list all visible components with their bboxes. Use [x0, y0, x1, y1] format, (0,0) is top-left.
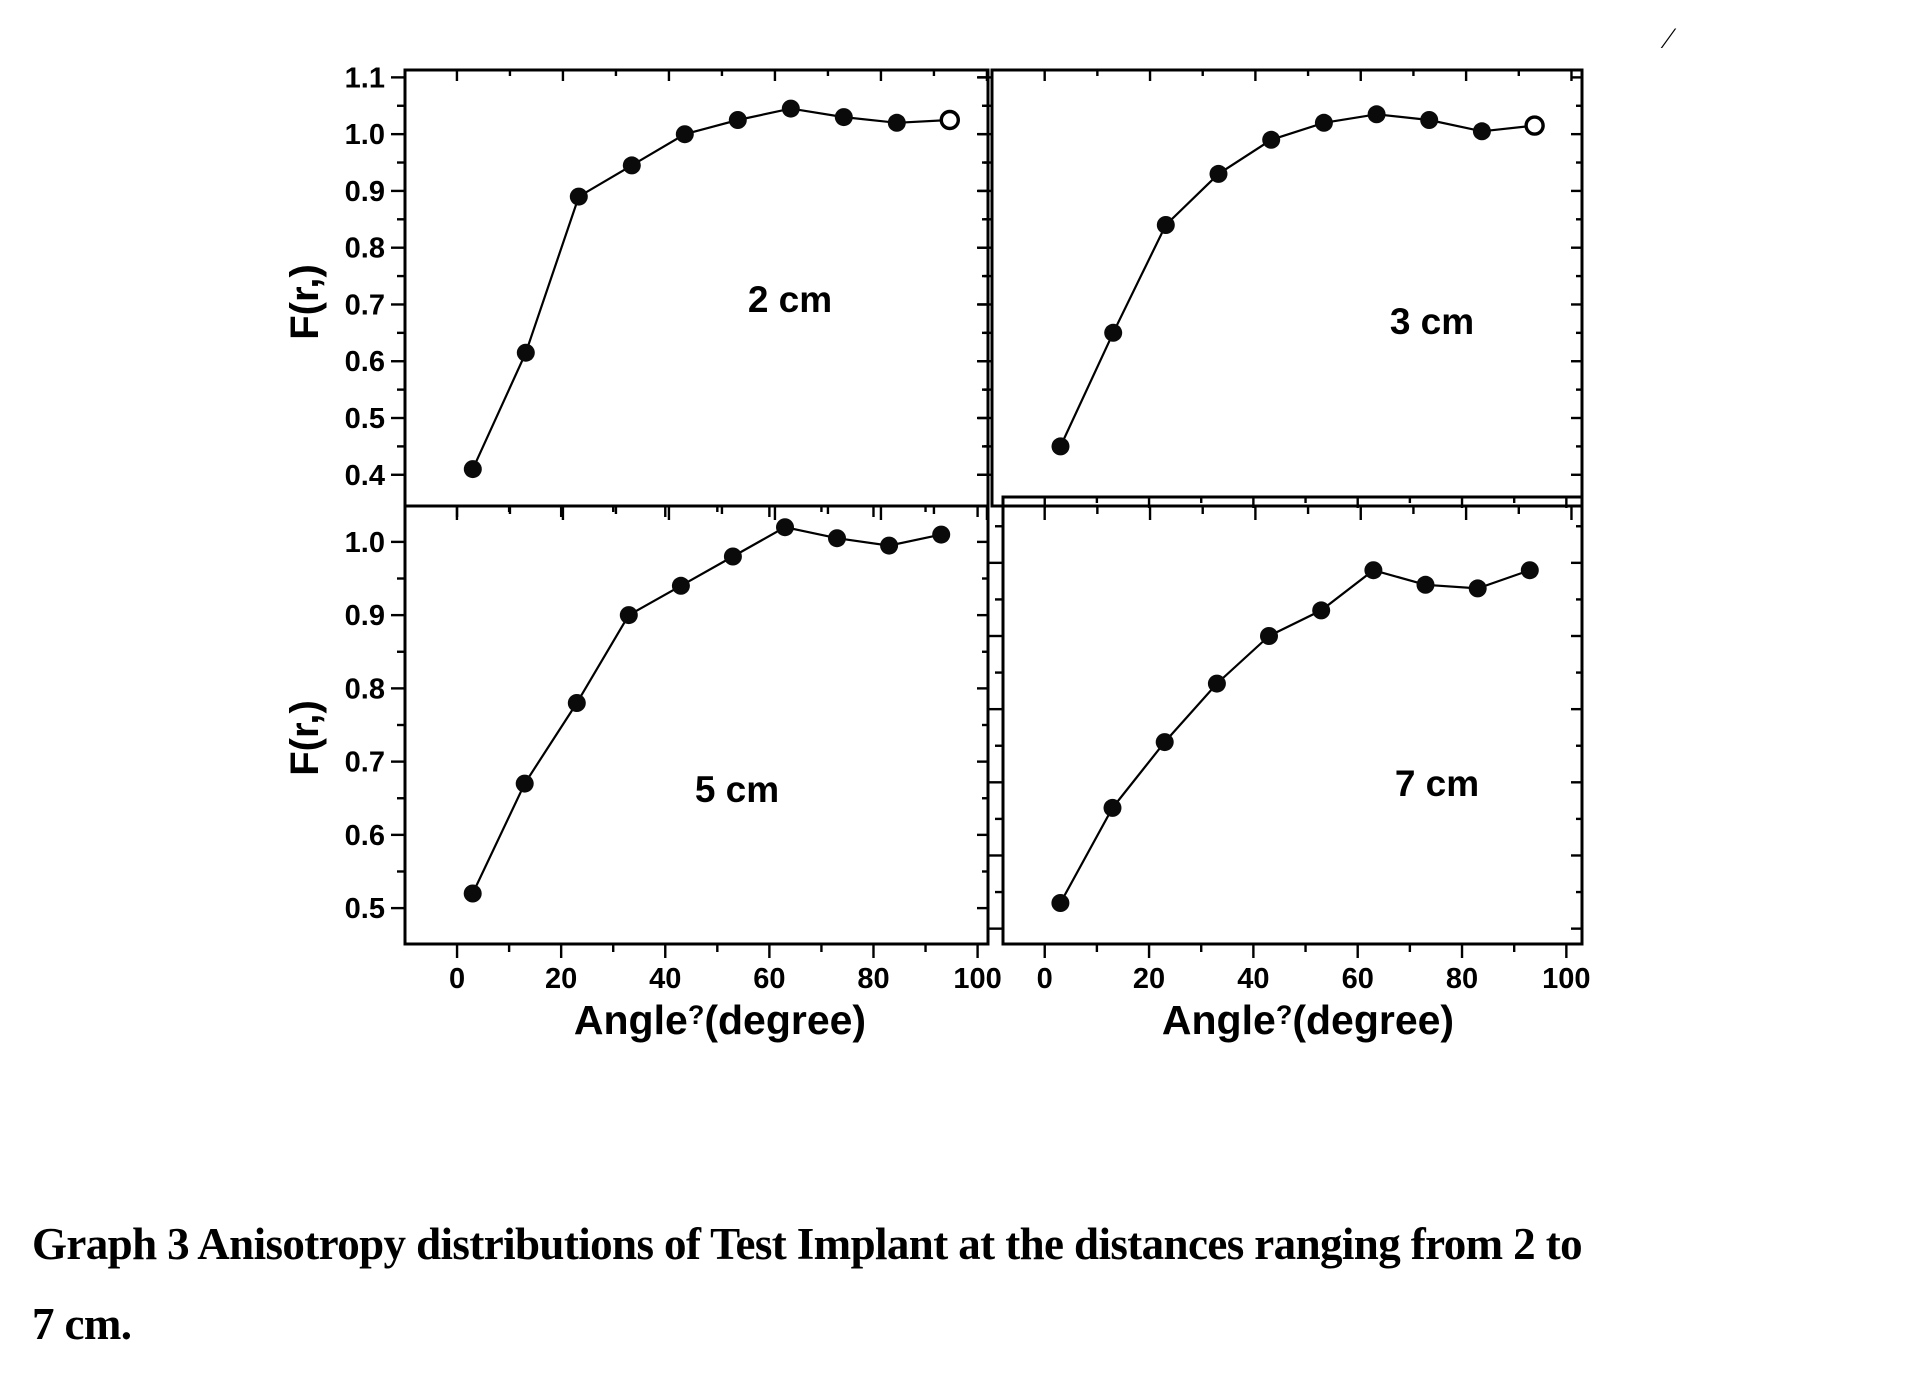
data-point: [515, 774, 534, 793]
data-point: [1051, 894, 1070, 912]
panel-distance-label: 2 cm: [748, 279, 832, 320]
data-point: [1472, 122, 1491, 141]
data-point: [463, 460, 482, 479]
data-point-open: [1524, 115, 1545, 136]
data-line: [471, 526, 942, 894]
panel-distance-label: 7 cm: [1395, 763, 1479, 804]
panel-2cm: 0.4 0.5 0.6 0.7 0.8 0.9 1.0 1.1 2 cm: [345, 62, 990, 520]
theta-glyph: ?: [1276, 1000, 1293, 1030]
plot-box: [1001, 495, 1584, 946]
data-point: [1103, 798, 1122, 817]
y-tick-label: 1.0: [345, 527, 385, 559]
data-point: [516, 343, 535, 362]
data-point: [1260, 627, 1278, 645]
y-tick-label: 1.0: [345, 119, 385, 151]
x-tick-label: 0: [449, 963, 465, 995]
data-point: [723, 547, 742, 566]
data-point: [932, 525, 951, 544]
data-line: [471, 107, 950, 470]
data-point: [1420, 111, 1439, 129]
x-tick-label: 40: [649, 963, 681, 995]
y-tick-label: 0.5: [345, 403, 385, 435]
data-point: [1367, 105, 1386, 124]
y-tick-label: 0.7: [345, 289, 385, 321]
data-point: [1416, 575, 1435, 594]
y-tick-label: 0.9: [345, 176, 385, 208]
y-tick-label: 0.8: [345, 673, 385, 705]
data-point: [569, 187, 588, 206]
x-axis-label-left-prefix: Angle: [574, 997, 688, 1043]
data-point: [776, 518, 794, 537]
data-point: [834, 108, 853, 127]
data-point: [1262, 130, 1281, 149]
x-tick-label: 40: [1237, 963, 1269, 995]
data-point: [1155, 733, 1174, 752]
data-point: [887, 113, 906, 132]
x-tick-label: 20: [1133, 963, 1165, 995]
data-point: [1468, 579, 1487, 598]
x-tick-label: 0: [1037, 963, 1053, 995]
panel-7cm: 0 20 40 60 80 100 7 cm: [989, 495, 1591, 995]
data-point: [781, 99, 800, 118]
data-line: [1059, 568, 1531, 904]
x-tick-label: 80: [1446, 963, 1478, 995]
panel-distance-label: 5 cm: [695, 769, 779, 810]
x-tick-label: 60: [1342, 963, 1374, 995]
data-point: [728, 111, 747, 129]
panel-5cm: 0 20 40 60 80 100 0.5 0.6 0.7 0.8 0.9 1.0 5 cm: [345, 504, 1002, 995]
data-point: [1314, 113, 1333, 132]
x-tick-label: 20: [545, 963, 577, 995]
data-point: [1104, 323, 1123, 342]
y-tick-label: 1.1: [345, 62, 385, 94]
data-line: [1059, 113, 1535, 447]
data-point: [671, 576, 690, 595]
data-point: [828, 529, 846, 548]
plot-box: [403, 504, 990, 946]
y-tick-label: 0.9: [345, 600, 385, 632]
theta-glyph: ?: [688, 1000, 705, 1030]
y-axis-label-top: F(r,): [283, 264, 327, 340]
x-tick-label: 100: [953, 963, 1001, 995]
data-point: [1156, 216, 1175, 234]
data-point: [1520, 561, 1539, 580]
y-axis-label-bottom: F(r,): [283, 700, 327, 776]
caption-line-1: Graph 3 Anisotropy distributions of Test…: [32, 1219, 1583, 1269]
x-axis-label-right-prefix: Angle: [1162, 997, 1276, 1043]
data-point: [1209, 164, 1228, 183]
data-point: [622, 156, 641, 175]
x-axis-label-right-suffix: (degree): [1292, 997, 1454, 1043]
data-point: [675, 125, 694, 144]
data-point: [1312, 601, 1331, 620]
panel-distance-label: 3 cm: [1390, 301, 1474, 342]
x-tick-label: 100: [1542, 963, 1590, 995]
data-point: [619, 606, 638, 625]
y-tick-label: 0.8: [345, 233, 385, 265]
y-tick-label: 0.6: [345, 346, 385, 378]
y-tick-label: 0.7: [345, 747, 385, 779]
caption-line-2: 7 cm.: [32, 1299, 132, 1349]
x-axis-label-left: Angle?(degree): [574, 997, 866, 1043]
x-tick-label: 60: [753, 963, 785, 995]
data-point: [1364, 561, 1383, 580]
data-point: [880, 536, 899, 555]
data-point: [463, 884, 482, 903]
x-axis-label-right: Angle?(degree): [1162, 997, 1454, 1043]
y-tick-label: 0.4: [345, 460, 385, 492]
data-point: [1051, 437, 1070, 456]
plot-box: [990, 68, 1584, 508]
x-axis-label-left-suffix: (degree): [704, 997, 866, 1043]
data-point: [567, 694, 586, 712]
x-tick-label: 80: [857, 963, 889, 995]
y-tick-label: 0.5: [345, 893, 385, 925]
data-point: [1207, 674, 1226, 693]
panels-layer: 0.4 0.5 0.6 0.7 0.8 0.9 1.0 1.1 2 cm 3 cm 0 20 40 60 8…: [345, 62, 1591, 995]
y-tick-label: 0.6: [345, 820, 385, 852]
data-point-open: [939, 109, 960, 131]
figure-caption: Graph 3 Anisotropy distributions of Test…: [32, 1222, 1792, 1347]
panel-3cm: 3 cm: [978, 68, 1584, 520]
